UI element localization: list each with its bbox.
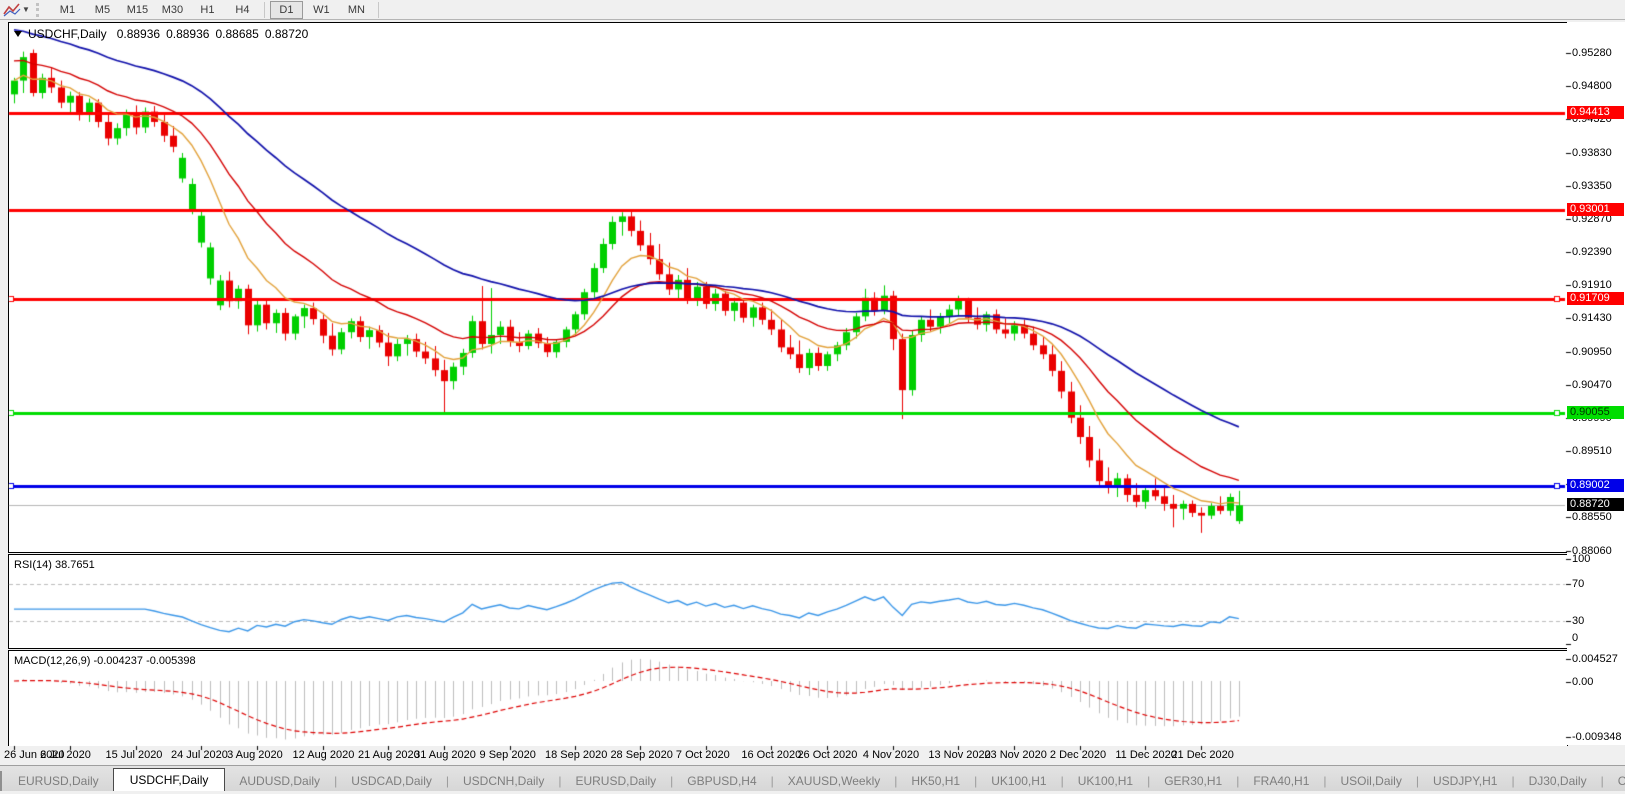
- main-chart-panel[interactable]: [8, 22, 1568, 553]
- date-tick-label: 4 Nov 2020: [862, 749, 920, 761]
- ohlc-open: 0.88936: [116, 27, 161, 41]
- price-tick: 0.93350: [1572, 180, 1612, 192]
- price-tick: 0.92390: [1572, 246, 1612, 258]
- date-tick-label: 6 Jul 2020: [40, 749, 91, 761]
- chart-tab-ger30-h1[interactable]: GER30,H1: [1164, 774, 1223, 788]
- rsi-tick: 30: [1572, 615, 1585, 627]
- date-tick-label: 26 Oct 2020: [797, 749, 858, 761]
- macd-tick: 0.004527: [1572, 653, 1618, 665]
- chart-tab-gbpusd-h4[interactable]: GBPUSD,H4: [687, 774, 757, 788]
- hline-price-label: 0.94413: [1567, 106, 1624, 119]
- timeframe-button-m5[interactable]: M5: [94, 3, 111, 16]
- macd-tick: -0.009348: [1572, 731, 1622, 743]
- timeframe-button-d1[interactable]: D1: [269, 0, 303, 19]
- top-toolbar: ▼ M1 M5 M15 M30 H1 H4 D1 W1 MN: [0, 0, 1625, 20]
- ohlc-high: 0.88936: [166, 27, 210, 41]
- price-tick: 0.95280: [1572, 47, 1612, 59]
- chart-tab-audusd-daily[interactable]: AUDUSD,Daily: [239, 774, 321, 788]
- chart-tab-china300-h1[interactable]: CHINA300,H1: [1604, 771, 1625, 792]
- tab-sliver[interactable]: [0, 771, 2, 792]
- chart-tab-dj30-daily[interactable]: DJ30,Daily: [1528, 774, 1587, 788]
- chart-tabbar: EURUSD,Daily USDCHF,Daily AUDUSD,Daily | USD…: [0, 765, 1625, 792]
- timeframe-button-m30[interactable]: M30: [161, 3, 184, 16]
- chart-tab-xauusd-weekly[interactable]: XAUUSD,Weekly: [787, 774, 881, 788]
- ohlc-close: 0.88720: [264, 27, 309, 41]
- price-tick: 0.88550: [1572, 511, 1612, 523]
- chart-tab-usdcnh-daily[interactable]: USDCNH,Daily: [463, 774, 545, 788]
- date-tick-label: 11 Dec 2020: [1115, 749, 1177, 761]
- date-tick-label: 28 Sep 2020: [610, 749, 673, 761]
- date-axis[interactable]: 26 Jun 2020 6 Jul 2020 15 Jul 2020 24 Jul 2…: [0, 746, 1625, 765]
- timeframe-button-m1[interactable]: M1: [59, 3, 76, 16]
- price-tick: 0.90950: [1572, 346, 1612, 358]
- macd-tick: 0.00: [1572, 676, 1594, 688]
- hline-price-label: 0.89002: [1567, 479, 1624, 492]
- date-tick-label: 12 Aug 2020: [292, 749, 355, 761]
- rsi-panel[interactable]: [8, 554, 1568, 649]
- rsi-tick: 100: [1572, 553, 1591, 565]
- hline-price-label: 0.93001: [1567, 203, 1624, 216]
- current-price-label: 0.88720: [1567, 498, 1624, 511]
- timeframe-button-mn[interactable]: MN: [347, 3, 365, 16]
- chart-tab-eurusd-daily[interactable]: EURUSD,Daily: [575, 774, 657, 788]
- date-tick-label: 2 Dec 2020: [1049, 749, 1107, 761]
- price-tick: 0.91430: [1572, 312, 1612, 324]
- rsi-tick: 70: [1572, 578, 1585, 590]
- macd-label: MACD(12,26,9) -0.004237 -0.005398: [14, 655, 196, 667]
- toolbar-separator: [377, 1, 379, 18]
- date-tick-label: 7 Oct 2020: [675, 749, 730, 761]
- price-tick: 0.94800: [1572, 80, 1612, 92]
- price-tick: 0.91910: [1572, 279, 1612, 291]
- date-tick-label: 21 Aug 2020: [358, 749, 420, 761]
- rsi-label: RSI(14) 38.7651: [14, 559, 95, 571]
- chart-tab-uk100-h1[interactable]: UK100,H1: [991, 774, 1047, 788]
- chart-tab-usoil-daily[interactable]: USOil,Daily: [1340, 774, 1402, 788]
- chart-tab-uk100-h1[interactable]: UK100,H1: [1077, 774, 1134, 788]
- hline-price-label: 0.90055: [1567, 406, 1624, 419]
- chart-tab-eurusd-daily[interactable]: EURUSD,Daily: [18, 774, 99, 788]
- date-tick-label: 31 Aug 2020: [414, 749, 476, 761]
- macd-panel[interactable]: [8, 650, 1568, 747]
- date-tick-label: 3 Aug 2020: [227, 749, 283, 761]
- toolbar-separator: [263, 1, 265, 18]
- price-tick: 0.93830: [1572, 147, 1612, 159]
- date-tick-label: 15 Jul 2020: [105, 749, 163, 761]
- symbol-period-label: USDCHF,Daily: [28, 27, 107, 41]
- date-tick-label: 24 Jul 2020: [171, 749, 228, 761]
- date-tick-label: 18 Sep 2020: [545, 749, 608, 761]
- date-tick-label: 13 Nov 2020: [928, 749, 991, 761]
- timeframe-button-m15[interactable]: M15: [126, 3, 149, 16]
- price-tick: 0.90470: [1572, 379, 1612, 391]
- timeframe-button-w1[interactable]: W1: [313, 3, 330, 16]
- chart-tab-usdchf-daily[interactable]: USDCHF,Daily: [112, 768, 226, 792]
- chart-tab-hk50-h1[interactable]: HK50,H1: [911, 774, 961, 788]
- ohlc-low: 0.88685: [215, 27, 259, 41]
- chart-tab-fra40-h1[interactable]: FRA40,H1: [1253, 774, 1310, 788]
- price-tick: 0.89510: [1572, 445, 1612, 457]
- hline-price-label: 0.91709: [1567, 292, 1624, 305]
- chart-tab-usdcad-daily[interactable]: USDCAD,Daily: [351, 774, 432, 788]
- dropdown-arrow-icon[interactable]: ▼: [22, 5, 30, 14]
- timeframe-button-h1[interactable]: H1: [200, 3, 215, 16]
- rsi-tick: 0: [1572, 632, 1579, 644]
- symbol-dropdown-icon[interactable]: [14, 31, 22, 37]
- chart-type-icon[interactable]: [3, 2, 21, 17]
- chart-tab-usdjpy-h1[interactable]: USDJPY,H1: [1432, 774, 1498, 788]
- date-tick-label: 23 Nov 2020: [984, 749, 1047, 761]
- chart-title: USDCHF,Daily 0.88936 0.88936 0.88685 0.8…: [14, 27, 308, 41]
- date-tick-label: 16 Oct 2020: [741, 749, 802, 761]
- date-tick-label: 21 Dec 2020: [1171, 749, 1234, 761]
- toolbar-grip[interactable]: [35, 2, 44, 17]
- date-tick-label: 9 Sep 2020: [479, 749, 536, 761]
- timeframe-button-h4[interactable]: H4: [235, 3, 250, 16]
